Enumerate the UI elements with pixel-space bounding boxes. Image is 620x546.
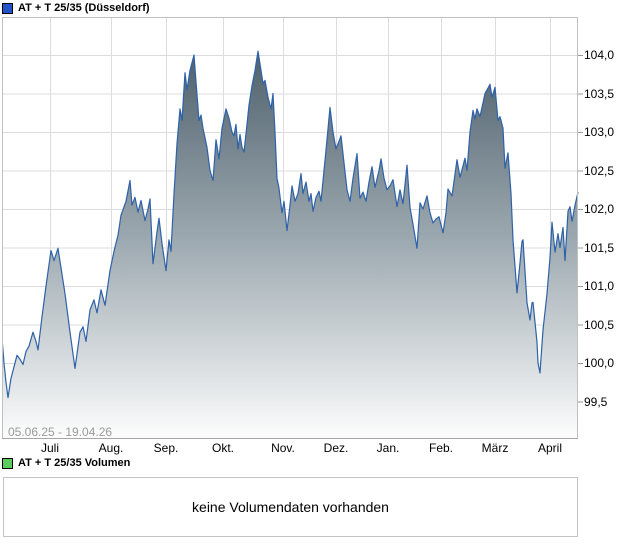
x-axis-label: März xyxy=(481,441,509,455)
volume-legend: AT + T 25/35 Volumen xyxy=(2,457,130,469)
x-axis-label: Dez. xyxy=(323,441,349,455)
volume-empty-message: keine Volumendaten vorhanden xyxy=(192,499,389,515)
x-axis-label: Nov. xyxy=(271,441,295,455)
x-axis-label: Jan. xyxy=(376,441,400,455)
y-axis-label: 101,5 xyxy=(584,240,615,255)
y-axis-label: 102,5 xyxy=(584,163,615,178)
price-chart-title: AT + T 25/35 (Düsseldorf) xyxy=(18,2,150,14)
volume-chart-title: AT + T 25/35 Volumen xyxy=(18,457,131,469)
date-range-label: 05.06.25 - 19.04.26 xyxy=(8,425,113,439)
volume-empty-panel: keine Volumendaten vorhanden xyxy=(3,477,578,537)
price-area-chart xyxy=(2,17,583,439)
x-axis-label: Aug. xyxy=(98,441,124,455)
y-axis-label: 99,5 xyxy=(584,394,608,409)
x-axis-label: April xyxy=(537,441,562,455)
x-axis-label: Juli xyxy=(40,441,59,455)
x-axis-label: Sep. xyxy=(153,441,179,455)
y-axis-label: 104,0 xyxy=(584,48,615,62)
x-axis-label: Okt. xyxy=(211,441,234,455)
y-axis-label: 101,0 xyxy=(584,279,615,293)
x-axis-label: Feb. xyxy=(428,441,453,455)
price-series-swatch-icon xyxy=(2,2,13,14)
price-legend: AT + T 25/35 (Düsseldorf) xyxy=(2,2,150,14)
y-axis-label: 103,5 xyxy=(584,86,615,101)
y-axis-label: 102,0 xyxy=(584,202,615,216)
y-axis-label: 103,0 xyxy=(584,125,615,139)
y-axis-label: 100,0 xyxy=(584,356,615,370)
volume-series-swatch-icon xyxy=(2,457,13,469)
y-axis-label: 100,5 xyxy=(584,317,615,332)
